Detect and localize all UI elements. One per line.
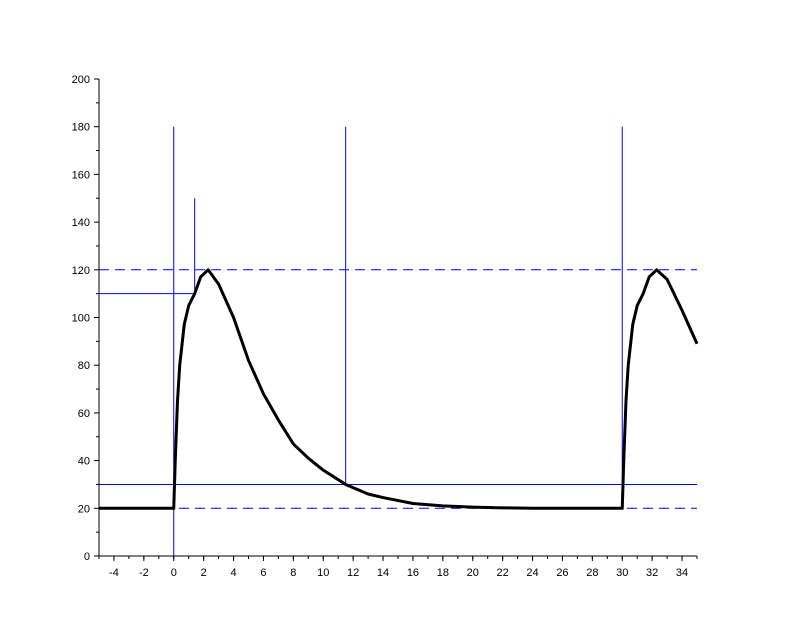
series-line <box>99 268 699 510</box>
y-tick-label: 160 <box>72 169 90 181</box>
y-tick-label: 140 <box>72 217 90 229</box>
x-tick-label: 12 <box>347 567 359 579</box>
x-tick-label: 28 <box>586 567 598 579</box>
y-tick-label: 120 <box>72 265 90 277</box>
y-tick-label: 20 <box>78 503 90 515</box>
y-tick-label: 180 <box>72 122 90 134</box>
x-tick-label: -4 <box>109 567 119 579</box>
y-tick-label: 60 <box>78 408 90 420</box>
x-tick-label: 24 <box>526 567 538 579</box>
x-tick-label: 2 <box>201 567 207 579</box>
x-tick-label: 4 <box>230 567 236 579</box>
x-tick-label: 10 <box>317 567 329 579</box>
y-tick-label: 0 <box>84 551 90 563</box>
x-tick-label: 18 <box>437 567 449 579</box>
x-tick-label: 34 <box>676 567 688 579</box>
y-tick-label: 40 <box>78 456 90 468</box>
x-tick-label: 16 <box>407 567 419 579</box>
y-tick-label: 200 <box>72 74 90 86</box>
x-tick-label: 20 <box>467 567 479 579</box>
y-tick-label: 80 <box>78 360 90 372</box>
x-tick-label: -2 <box>139 567 149 579</box>
x-tick-label: 14 <box>377 567 389 579</box>
x-tick-label: 32 <box>646 567 658 579</box>
x-tick-label: 22 <box>497 567 509 579</box>
x-tick-label: 6 <box>260 567 266 579</box>
x-tick-label: 30 <box>616 567 628 579</box>
x-tick-label: 26 <box>556 567 568 579</box>
x-tick-label: 8 <box>290 567 296 579</box>
x-tick-label: 0 <box>171 567 177 579</box>
y-tick-label: 100 <box>72 313 90 325</box>
